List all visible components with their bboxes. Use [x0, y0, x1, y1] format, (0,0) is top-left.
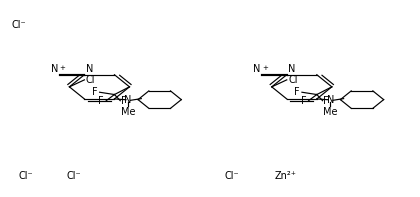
Text: Cl: Cl [288, 75, 297, 85]
Text: Cl⁻: Cl⁻ [18, 171, 33, 181]
Text: Cl⁻: Cl⁻ [12, 20, 26, 30]
Text: N: N [86, 64, 93, 74]
Text: +: + [60, 65, 66, 71]
Text: Me: Me [323, 107, 338, 117]
Text: N: N [124, 95, 132, 105]
Text: F: F [121, 96, 127, 106]
Text: Me: Me [121, 107, 135, 117]
Text: Zn²⁺: Zn²⁺ [275, 171, 297, 181]
Text: Cl⁻: Cl⁻ [66, 171, 81, 181]
Text: Cl: Cl [86, 75, 95, 85]
Text: N: N [51, 64, 58, 74]
Text: F: F [98, 96, 104, 106]
Text: +: + [262, 65, 268, 71]
Text: Cl⁻: Cl⁻ [225, 171, 239, 181]
Text: N: N [327, 95, 334, 105]
Text: N: N [253, 64, 260, 74]
Text: N: N [288, 64, 295, 74]
Text: F: F [92, 87, 97, 97]
Text: F: F [301, 96, 307, 106]
Text: F: F [294, 87, 300, 97]
Text: F: F [323, 96, 329, 106]
